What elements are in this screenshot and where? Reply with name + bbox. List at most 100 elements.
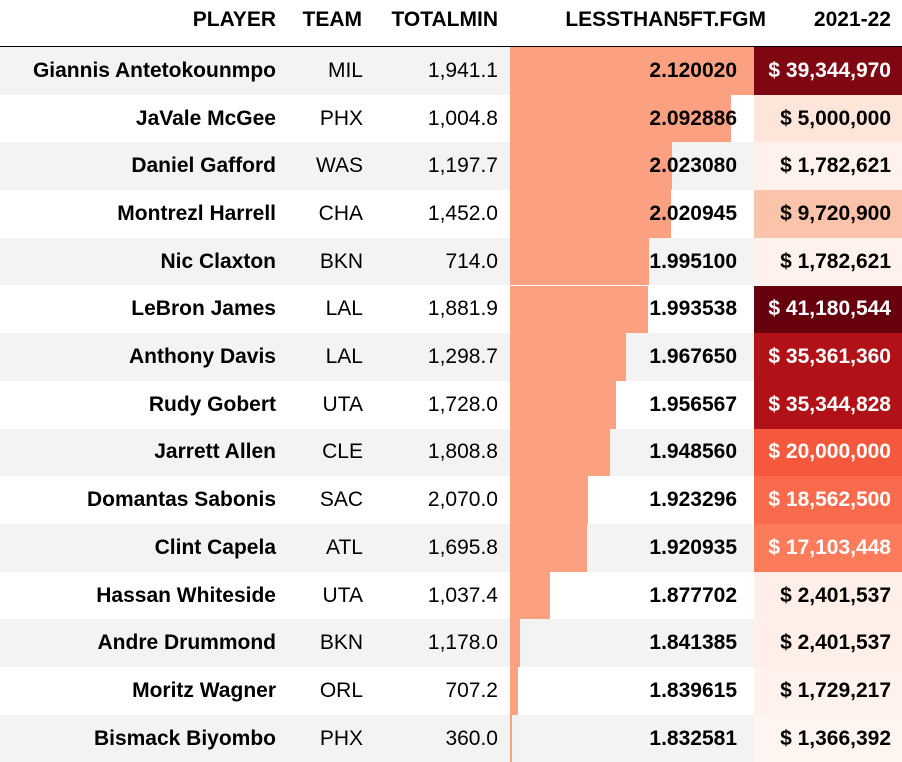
fgm-cell: 1.920935 bbox=[510, 524, 754, 572]
fgm-bar bbox=[510, 47, 754, 95]
header-salary: 2021-22 bbox=[813, 8, 891, 31]
table-row: Jarrett Allen CLE 1,808.8 1.948560 $ 20,000,… bbox=[0, 428, 902, 477]
salary-cell: $ 1,729,217 bbox=[754, 667, 902, 715]
header-team: TEAM bbox=[302, 8, 363, 31]
table-row: Domantas Sabonis SAC 2,070.0 1.923296 $ 18,5… bbox=[0, 476, 902, 524]
salary-cell: $ 2,401,537 bbox=[754, 571, 902, 620]
total-minutes: 1,808.8 bbox=[427, 440, 498, 464]
fgm-bar bbox=[510, 142, 673, 191]
fgm-cell: 2.120020 bbox=[510, 47, 754, 95]
total-minutes: 360.0 bbox=[445, 726, 498, 750]
table-row: Anthony Davis LAL 1,298.7 1.967650 $ 35,361,… bbox=[0, 333, 902, 381]
header-fgm: LESSTHAN5FT.FGM bbox=[565, 8, 766, 31]
player-name: Daniel Gafford bbox=[131, 154, 276, 178]
salary-value: $ 35,344,828 bbox=[768, 392, 891, 416]
fgm-value: 1.967650 bbox=[649, 345, 737, 369]
salary-value: $ 2,401,537 bbox=[780, 583, 891, 607]
fgm-bar bbox=[510, 476, 589, 524]
fgm-value: 1.877702 bbox=[649, 583, 737, 607]
team-code: ATL bbox=[326, 535, 363, 559]
fgm-bar bbox=[510, 380, 617, 429]
salary-value: $ 1,729,217 bbox=[780, 678, 891, 702]
fgm-bar bbox=[510, 285, 648, 334]
table-row: Hassan Whiteside UTA 1,037.4 1.877702 $ 2,40… bbox=[0, 571, 902, 620]
player-name: Hassan Whiteside bbox=[96, 583, 276, 607]
player-name: Jarrett Allen bbox=[154, 440, 276, 464]
salary-value: $ 17,103,448 bbox=[768, 535, 891, 559]
player-name: LeBron James bbox=[131, 297, 276, 321]
salary-cell: $ 2,401,537 bbox=[754, 619, 902, 668]
fgm-bar bbox=[510, 667, 519, 715]
salary-value: $ 35,361,360 bbox=[768, 345, 891, 369]
fgm-cell: 1.956567 bbox=[510, 380, 754, 429]
salary-cell: $ 41,180,544 bbox=[754, 285, 902, 334]
total-minutes: 1,178.0 bbox=[427, 631, 498, 655]
total-minutes: 1,298.7 bbox=[427, 345, 498, 369]
table-row: Bismack Biyombo PHX 360.0 1.832581 $ 1,366,3… bbox=[0, 714, 902, 762]
fgm-bar bbox=[510, 524, 587, 572]
fgm-value: 1.923296 bbox=[649, 488, 737, 512]
salary-value: $ 41,180,544 bbox=[768, 297, 891, 321]
total-minutes: 1,004.8 bbox=[427, 106, 498, 130]
table-row: Andre Drummond BKN 1,178.0 1.841385 $ 2,401,… bbox=[0, 619, 902, 668]
total-minutes: 714.0 bbox=[445, 249, 498, 273]
table-row: Montrezl Harrell CHA 1,452.0 2.020945 $ 9,72… bbox=[0, 190, 902, 238]
salary-value: $ 39,344,970 bbox=[768, 58, 891, 82]
fgm-bar bbox=[510, 333, 626, 381]
fgm-cell: 1.839615 bbox=[510, 667, 754, 715]
salary-cell: $ 5,000,000 bbox=[754, 94, 902, 143]
team-code: BKN bbox=[319, 631, 363, 655]
salary-cell: $ 18,562,500 bbox=[754, 476, 902, 524]
team-code: PHX bbox=[319, 106, 363, 130]
player-name: Giannis Antetokounmpo bbox=[32, 58, 276, 82]
fgm-cell: 2.023080 bbox=[510, 142, 754, 191]
salary-cell: $ 35,344,828 bbox=[754, 380, 902, 429]
team-code: UTA bbox=[322, 392, 363, 416]
fgm-cell: 1.923296 bbox=[510, 476, 754, 524]
table-row: Giannis Antetokounmpo MIL 1,941.1 2.120020 $… bbox=[0, 47, 902, 95]
total-minutes: 1,452.0 bbox=[427, 201, 498, 225]
table-header: PLAYER TEAM TOTALMIN LESSTHAN5FT.FGM 202… bbox=[0, 0, 902, 47]
table-row: Daniel Gafford WAS 1,197.7 2.023080 $ 1,782,… bbox=[0, 142, 902, 191]
fgm-value: 1.995100 bbox=[649, 249, 737, 273]
salary-value: $ 2,401,537 bbox=[780, 631, 891, 655]
fgm-cell: 1.995100 bbox=[510, 237, 754, 286]
player-name: Anthony Davis bbox=[128, 345, 276, 369]
total-minutes: 1,881.9 bbox=[427, 297, 498, 321]
team-code: LAL bbox=[325, 345, 363, 369]
salary-cell: $ 20,000,000 bbox=[754, 428, 902, 477]
team-code: CLE bbox=[322, 440, 363, 464]
salary-cell: $ 9,720,900 bbox=[754, 190, 902, 238]
team-code: CHA bbox=[318, 201, 363, 225]
fgm-value: 2.023080 bbox=[649, 154, 737, 178]
team-code: WAS bbox=[315, 154, 363, 178]
fgm-value: 2.092886 bbox=[649, 106, 737, 130]
salary-cell: $ 1,366,392 bbox=[754, 714, 902, 762]
fgm-value: 2.020945 bbox=[649, 201, 737, 225]
salary-cell: $ 35,361,360 bbox=[754, 333, 902, 381]
fgm-bar bbox=[510, 571, 551, 620]
salary-cell: $ 17,103,448 bbox=[754, 524, 902, 572]
salary-cell: $ 39,344,970 bbox=[754, 47, 902, 95]
fgm-value: 1.948560 bbox=[649, 440, 737, 464]
team-code: BKN bbox=[319, 249, 363, 273]
fgm-bar bbox=[510, 428, 610, 477]
fgm-cell: 1.948560 bbox=[510, 428, 754, 477]
fgm-cell: 1.993538 bbox=[510, 285, 754, 334]
salary-value: $ 18,562,500 bbox=[768, 488, 891, 512]
player-name: Domantas Sabonis bbox=[86, 488, 276, 512]
total-minutes: 1,941.1 bbox=[427, 58, 498, 82]
team-code: ORL bbox=[319, 678, 363, 702]
fgm-cell: 2.020945 bbox=[510, 190, 754, 238]
fgm-bar bbox=[510, 619, 520, 668]
player-name: Rudy Gobert bbox=[148, 392, 276, 416]
fgm-value: 1.956567 bbox=[649, 392, 737, 416]
fgm-bar bbox=[510, 714, 513, 762]
fgm-cell: 1.832581 bbox=[510, 714, 754, 762]
salary-value: $ 1,366,392 bbox=[780, 726, 891, 750]
fgm-cell: 2.092886 bbox=[510, 94, 754, 143]
total-minutes: 1,197.7 bbox=[427, 154, 498, 178]
table-row: Clint Capela ATL 1,695.8 1.920935 $ 17,103,4… bbox=[0, 524, 902, 572]
fgm-value: 1.832581 bbox=[649, 726, 737, 750]
team-code: MIL bbox=[327, 58, 363, 82]
